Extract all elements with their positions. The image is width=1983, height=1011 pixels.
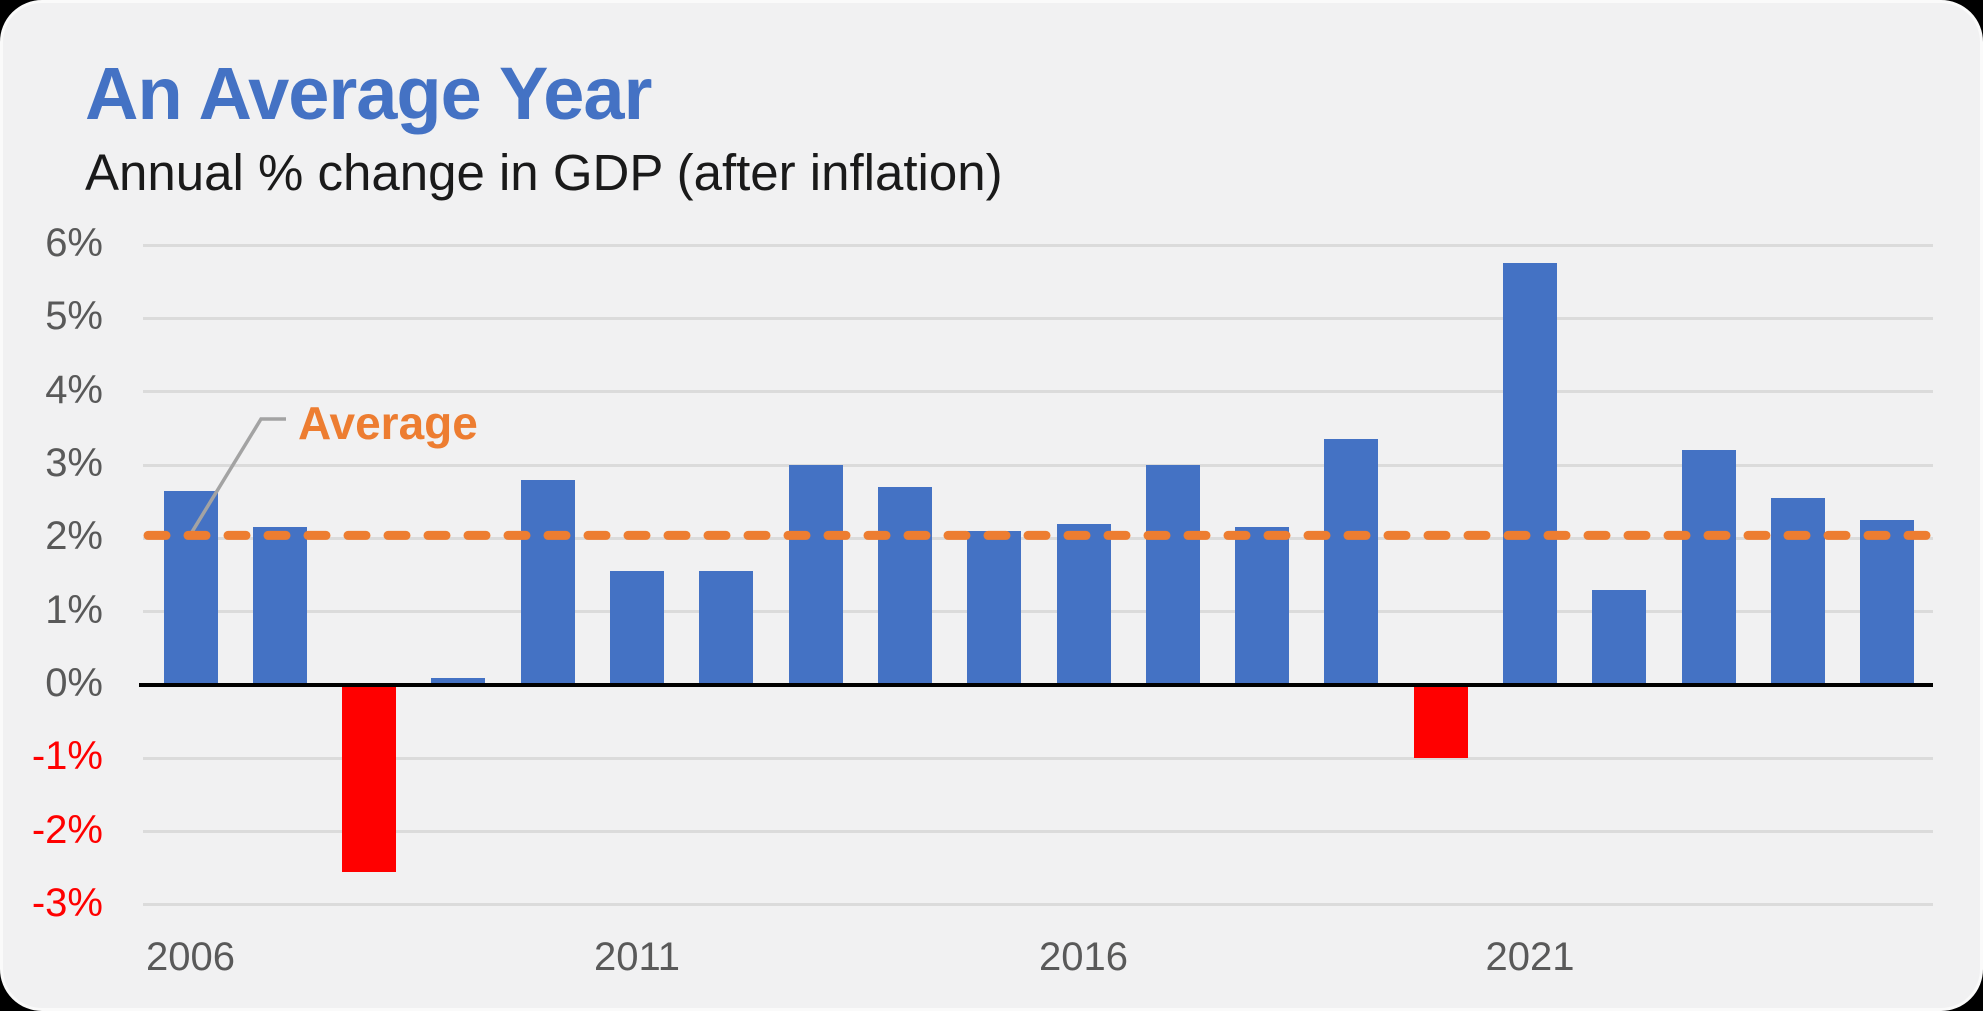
leader-line	[189, 417, 286, 536]
bar-2016	[1056, 523, 1111, 685]
y-axis-label: 6%	[45, 221, 103, 265]
average-label: Average	[298, 397, 478, 449]
x-axis-label: 2021	[1485, 935, 1575, 979]
page-title: An Average Year	[85, 52, 652, 135]
bar-2022	[1592, 589, 1647, 685]
bar-2015	[967, 531, 1022, 685]
y-axis-label: 4%	[45, 367, 103, 412]
bar-2006	[163, 490, 218, 685]
x-axis-label: 2006	[146, 935, 235, 979]
x-axis-label: 2016	[1039, 935, 1128, 979]
y-axis-label: -1%	[31, 734, 103, 779]
bar-2025	[1860, 520, 1915, 685]
bar-2011	[610, 571, 664, 685]
bar-2018	[1235, 527, 1290, 685]
gridline	[143, 463, 1933, 467]
gridline	[143, 756, 1933, 760]
gridline	[143, 610, 1933, 614]
bar-2019	[1324, 439, 1379, 685]
gridline	[143, 243, 1933, 247]
y-axis-label: 1%	[45, 587, 103, 632]
bar-2023	[1681, 450, 1736, 685]
gridline	[143, 830, 1933, 834]
bar-2024	[1770, 498, 1825, 685]
bar-2013	[788, 465, 843, 685]
chart-subtitle: Annual % change in GDP (after inflation)	[85, 144, 1003, 201]
bar-2010	[520, 479, 575, 685]
bar-2007	[252, 527, 307, 685]
bar-2009	[431, 677, 486, 685]
x-axis-label: 2011	[593, 935, 680, 979]
bar-2012	[699, 571, 754, 685]
bar-2017	[1145, 465, 1200, 685]
gridline	[143, 316, 1933, 320]
plot-area	[139, 243, 1933, 907]
average-line-svg	[143, 417, 1933, 540]
y-axis-label: 5%	[45, 294, 103, 339]
bar-2014	[877, 487, 932, 685]
zero-axis-line	[139, 683, 1933, 687]
y-axis-label: 2%	[45, 514, 103, 559]
y-axis-label: 3%	[45, 441, 103, 485]
gridline	[143, 390, 1933, 394]
bar-2008	[342, 685, 397, 872]
bar-2021	[1503, 263, 1557, 685]
bar-2020	[1413, 685, 1468, 759]
y-axis-label: 0%	[45, 661, 103, 705]
gridline	[143, 903, 1933, 907]
y-axis-label: -3%	[31, 880, 103, 925]
y-axis-label: -2%	[31, 807, 103, 852]
